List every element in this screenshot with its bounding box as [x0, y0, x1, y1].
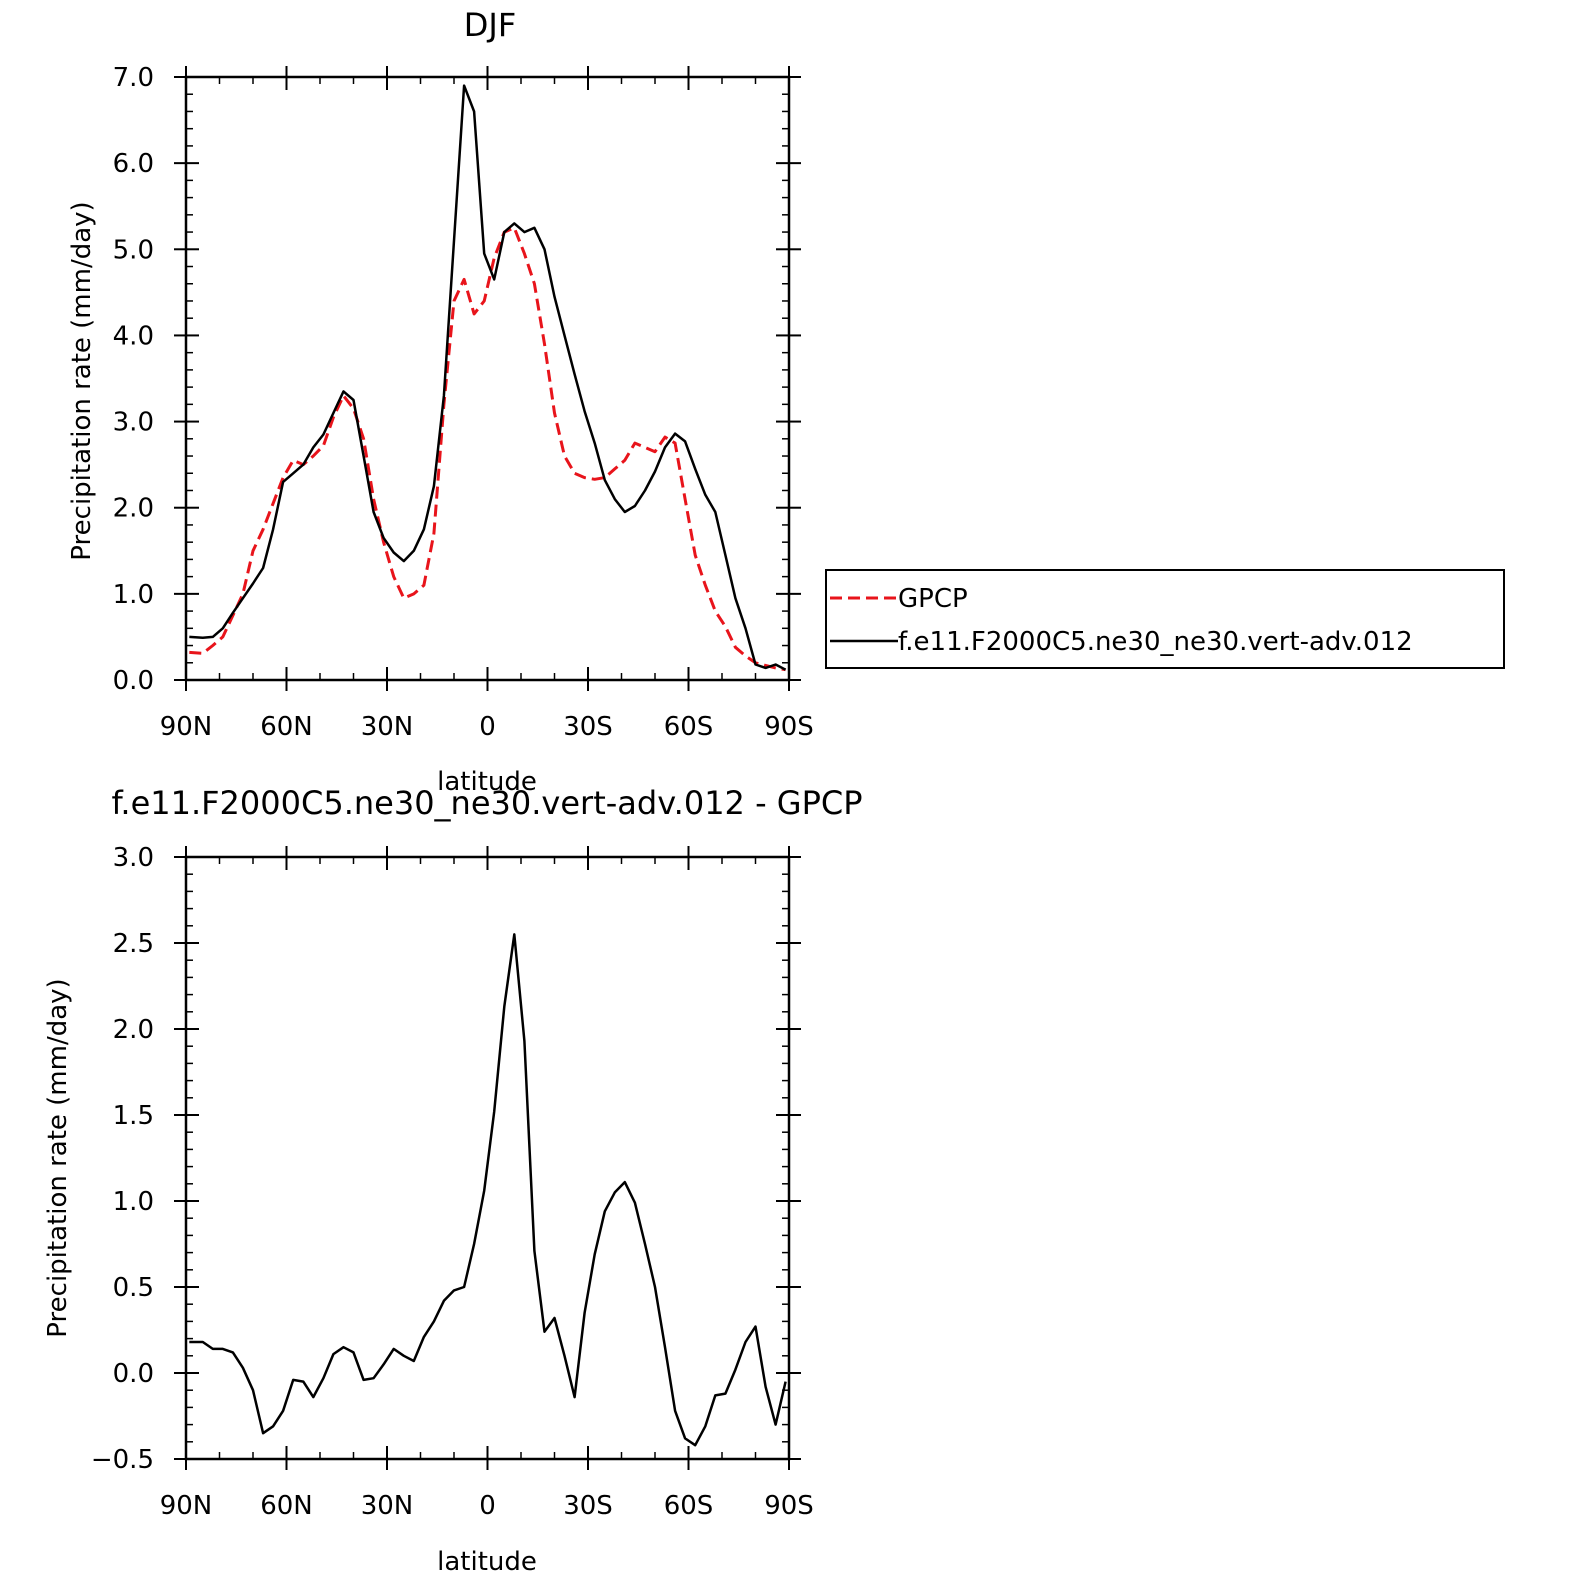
x-tick-label: 0	[479, 712, 496, 742]
series-line-model	[189, 84, 787, 671]
x-tick-label: 0	[479, 1491, 496, 1521]
legend-label-gpcp: GPCP	[898, 584, 968, 614]
legend-box	[825, 569, 1505, 669]
x-tick-label: 60S	[664, 712, 714, 742]
x-tick-label: 30N	[361, 1491, 414, 1521]
y-axis-label: Precipitation rate (mm/day)	[43, 978, 73, 1337]
y-tick-label: 1.0	[113, 1187, 154, 1217]
y-tick-label: 0.0	[113, 1359, 154, 1389]
legend-label-model: f.e11.F2000C5.ne30_ne30.vert-adv.012	[898, 627, 1413, 657]
x-axis-label: latitude	[437, 1547, 537, 1577]
x-tick-label: 60N	[260, 712, 313, 742]
y-tick-label: 7.0	[113, 63, 154, 93]
y-tick-label: 4.0	[113, 321, 154, 351]
x-axis-label: latitude	[437, 767, 537, 797]
y-tick-label: 1.0	[113, 580, 154, 610]
x-tick-label: 30S	[563, 712, 613, 742]
panel-top: DJF latitude Precipitation rate (mm/day)…	[67, 6, 1505, 797]
x-tick-label: 60N	[260, 1491, 313, 1521]
x-tick-label: 60S	[664, 1491, 714, 1521]
chart-title: f.e11.F2000C5.ne30_ne30.vert-adv.012 - G…	[111, 784, 862, 822]
plot-frame	[184, 75, 791, 682]
y-tick-label: 1.5	[113, 1101, 154, 1131]
x-tick-label: 90S	[764, 1491, 814, 1521]
series-line-model	[189, 933, 787, 1447]
y-axis-label: Precipitation rate (mm/day)	[67, 201, 97, 560]
x-tick-label: 90N	[160, 1491, 213, 1521]
x-tick-label: 90S	[764, 712, 814, 742]
y-tick-label: 3.0	[113, 843, 154, 873]
y-tick-label: 2.0	[113, 1015, 154, 1045]
y-tick-label: 6.0	[113, 149, 154, 179]
x-tick-label: 30S	[563, 1491, 613, 1521]
y-tick-label: 5.0	[113, 235, 154, 265]
y-tick-label: 0.0	[113, 666, 154, 696]
y-tick-label: 2.0	[113, 494, 154, 524]
y-tick-label: 0.5	[113, 1273, 154, 1303]
y-tick-label: 2.5	[113, 929, 154, 959]
y-tick-label: −0.5	[91, 1445, 154, 1475]
series-line-gpcp	[189, 226, 786, 672]
chart-legend: GPCP f.e11.F2000C5.ne30_ne30.vert-adv.01…	[825, 569, 1505, 669]
panel-bottom: f.e11.F2000C5.ne30_ne30.vert-adv.012 - G…	[43, 784, 863, 1577]
y-tick-label: 3.0	[113, 408, 154, 438]
x-tick-label: 30N	[361, 712, 414, 742]
chart-title: DJF	[464, 6, 516, 44]
x-tick-label: 90N	[160, 712, 213, 742]
